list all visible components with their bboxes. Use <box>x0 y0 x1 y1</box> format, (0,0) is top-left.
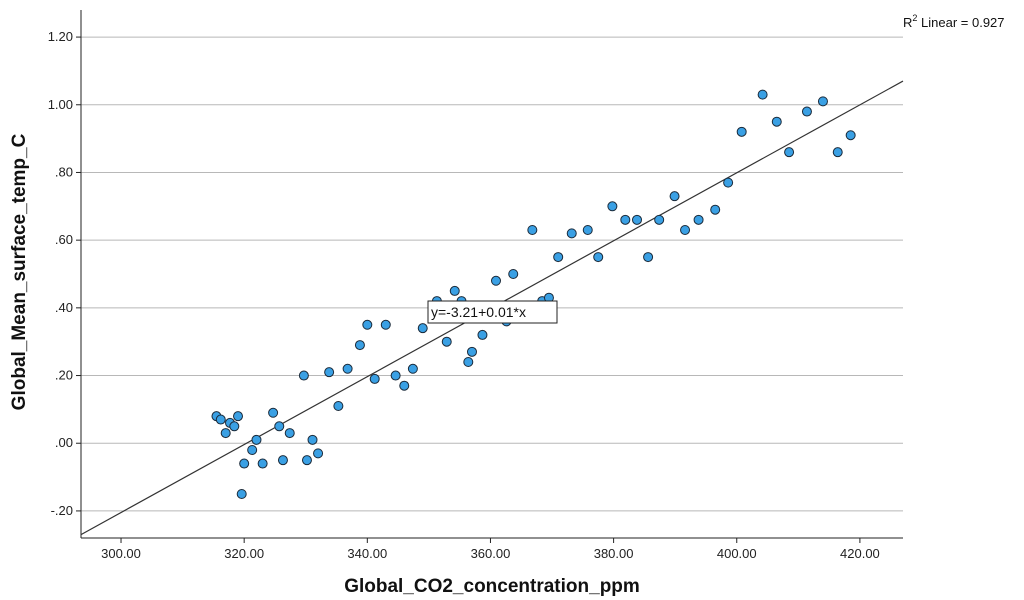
data-point-62 <box>817 96 828 107</box>
data-point-18 <box>313 448 324 459</box>
data-point-13 <box>277 455 288 466</box>
data-point-4 <box>229 421 240 432</box>
data-point-24 <box>369 373 380 384</box>
x-tick-label-1: 320.00 <box>224 546 264 561</box>
equation-box-frame <box>427 300 558 324</box>
y-tick-label-7: 1.20 <box>48 29 73 44</box>
y-tick-label-2: .20 <box>55 368 73 383</box>
r2-label: R2 Linear = 0.927 <box>903 13 1005 30</box>
data-point-49 <box>632 214 643 225</box>
data-point-56 <box>723 177 734 188</box>
data-point-2 <box>220 428 231 439</box>
data-point-27 <box>399 380 410 391</box>
equation-label: y=-3.21+0.01*x <box>431 304 526 320</box>
data-point-32 <box>449 285 460 296</box>
equation-box: y=-3.21+0.01*x <box>427 300 558 324</box>
y-tick-label-6: 1.00 <box>48 97 73 112</box>
data-points <box>211 89 856 499</box>
data-point-51 <box>654 214 665 225</box>
y-tick-label-4: .60 <box>55 232 73 247</box>
data-point-12 <box>274 421 285 432</box>
data-point-25 <box>380 319 391 330</box>
data-point-39 <box>508 269 519 279</box>
data-point-37 <box>491 275 502 286</box>
data-point-64 <box>845 130 856 141</box>
data-point-9 <box>251 434 262 445</box>
data-point-11 <box>268 407 279 418</box>
data-point-5 <box>233 411 244 422</box>
data-point-19 <box>324 367 335 378</box>
data-point-21 <box>342 363 353 374</box>
axes <box>80 10 903 539</box>
x-tick-label-6: 420.00 <box>840 546 880 561</box>
data-point-22 <box>354 340 365 351</box>
data-point-59 <box>771 116 782 127</box>
x-tick-label-5: 400.00 <box>717 546 757 561</box>
data-point-54 <box>693 214 704 225</box>
y-tick-label-5: .80 <box>55 164 73 179</box>
y-tick-label-1: .00 <box>55 435 73 450</box>
data-point-53 <box>680 225 691 235</box>
data-point-8 <box>247 445 258 455</box>
data-point-26 <box>390 370 401 381</box>
data-point-34 <box>463 357 474 367</box>
x-tick-label-3: 360.00 <box>471 546 511 561</box>
data-point-20 <box>333 401 344 411</box>
x-tick-label-2: 340.00 <box>347 546 387 561</box>
data-point-43 <box>553 252 564 263</box>
x-axis-title: Global_CO2_concentration_ppm <box>344 576 640 597</box>
data-point-48 <box>620 214 631 225</box>
data-point-29 <box>417 323 428 334</box>
x-tick-labels: 300.00 320.00 340.00 360.00 380.00 400.00 420.… <box>101 538 880 561</box>
y-tick-label-0: -.20 <box>51 503 73 518</box>
gridlines <box>81 36 903 512</box>
data-point-40 <box>527 225 538 235</box>
y-tick-labels: -.20 .00 .20 .40 .60 .80 1.00 1.20 <box>48 29 81 518</box>
data-point-7 <box>239 458 250 469</box>
data-point-6 <box>236 489 247 499</box>
data-point-23 <box>362 319 373 330</box>
data-point-36 <box>477 329 488 340</box>
data-point-60 <box>784 147 795 158</box>
data-point-15 <box>298 370 309 381</box>
data-point-17 <box>307 434 318 445</box>
data-point-28 <box>407 363 418 374</box>
data-point-63 <box>832 147 843 158</box>
data-point-16 <box>301 455 312 466</box>
data-point-31 <box>441 336 452 347</box>
y-tick-label-3: .40 <box>55 300 73 315</box>
data-point-50 <box>643 252 654 263</box>
data-point-61 <box>801 106 812 117</box>
x-tick-label-0: 300.00 <box>101 546 141 561</box>
data-point-57 <box>736 126 747 137</box>
x-tick-label-4: 380.00 <box>594 546 634 561</box>
data-point-52 <box>669 191 680 202</box>
data-point-1 <box>215 414 226 425</box>
data-point-55 <box>710 204 721 215</box>
data-point-35 <box>466 346 477 357</box>
data-point-10 <box>257 458 268 469</box>
y-axis-title: Global_Mean_surface_temp_C <box>9 133 30 410</box>
data-point-44 <box>566 228 577 239</box>
data-point-45 <box>582 225 593 235</box>
data-point-47 <box>607 201 618 212</box>
data-point-46 <box>593 252 604 263</box>
data-point-14 <box>284 428 295 439</box>
data-point-58 <box>757 89 768 100</box>
